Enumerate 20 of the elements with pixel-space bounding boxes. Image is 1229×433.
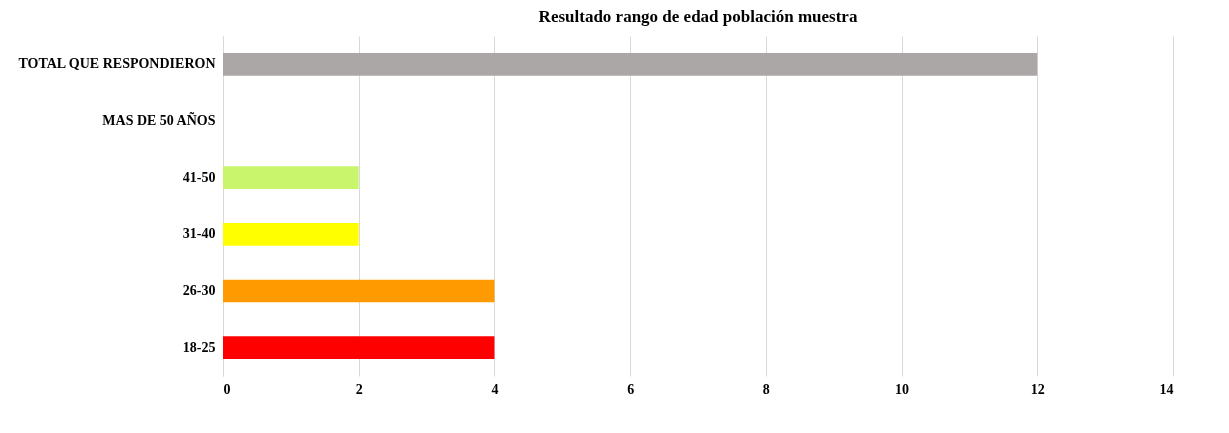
x-tick-label: 10	[895, 381, 910, 397]
x-tick-label: 8	[762, 381, 770, 397]
bar	[223, 279, 495, 303]
x-tick-label: 6	[627, 381, 635, 397]
y-tick-label: 18-25	[182, 339, 216, 355]
y-tick-label: TOTAL QUE RESPONDIERON	[18, 56, 216, 72]
y-tick-label: 26-30	[182, 283, 216, 298]
x-tick-label: 12	[1030, 381, 1045, 397]
x-tick-label: 0	[223, 381, 231, 397]
y-tick-label: MAS DE 50 AÑOS	[102, 111, 216, 128]
x-tick-label: 4	[491, 381, 499, 397]
y-tick-label: 41-50	[182, 169, 216, 185]
bar	[223, 336, 495, 359]
bar	[223, 166, 359, 189]
bar	[223, 53, 1038, 76]
bar	[223, 223, 359, 246]
x-tick-label: 2	[355, 381, 363, 397]
y-tick-label: 31-40	[182, 226, 216, 242]
chart-title: Resultado rango de edad población muestra	[538, 7, 858, 26]
x-tick-label: 14	[1159, 381, 1174, 397]
